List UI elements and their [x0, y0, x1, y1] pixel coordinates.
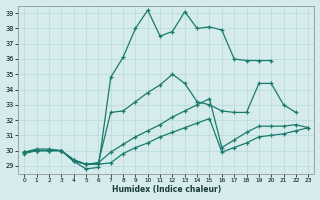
X-axis label: Humidex (Indice chaleur): Humidex (Indice chaleur): [112, 185, 221, 194]
